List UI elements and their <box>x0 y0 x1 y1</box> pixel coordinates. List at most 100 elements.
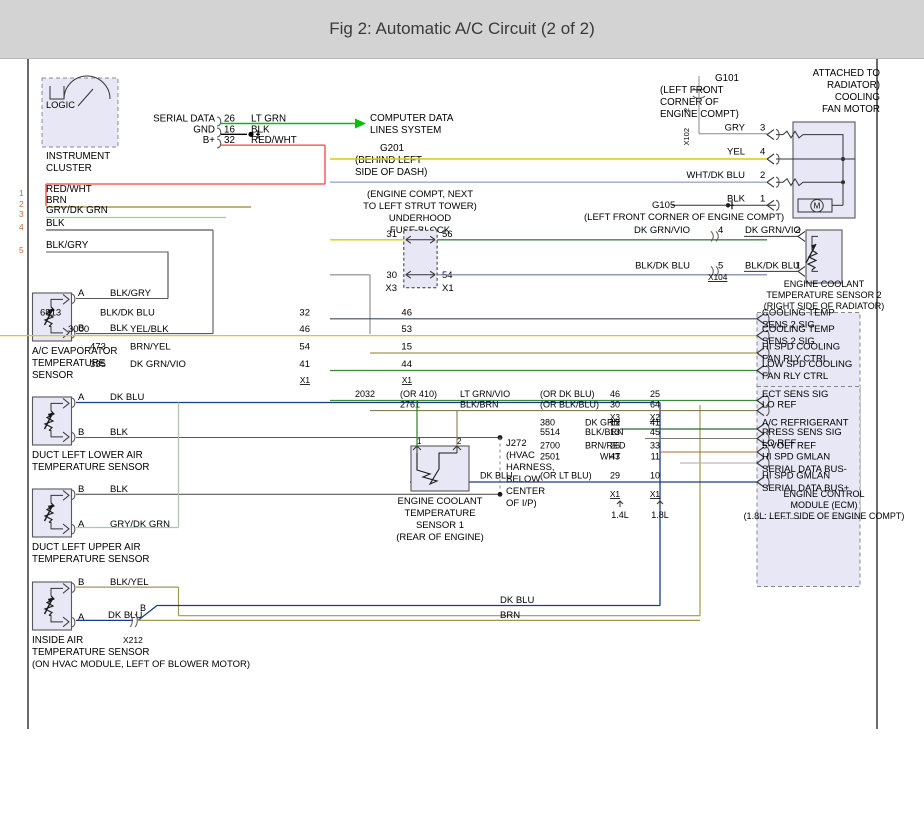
svg-text:(LEFT FRONT: (LEFT FRONT <box>660 85 724 96</box>
svg-text:A: A <box>78 519 85 530</box>
svg-text:TEMPERATURE SENSOR 2: TEMPERATURE SENSOR 2 <box>766 290 881 300</box>
svg-text:10: 10 <box>650 471 660 481</box>
svg-text:SIDE OF DASH): SIDE OF DASH) <box>355 167 427 178</box>
svg-text:BLK/BRN: BLK/BRN <box>460 400 499 410</box>
svg-text:DK GRN/VIO: DK GRN/VIO <box>745 225 801 236</box>
svg-text:45: 45 <box>650 427 660 437</box>
svg-text:(OR 410): (OR 410) <box>400 389 437 399</box>
svg-text:LOW SPD COOLING: LOW SPD COOLING <box>762 359 852 370</box>
svg-text:X102: X102 <box>682 128 691 146</box>
svg-text:2032: 2032 <box>355 389 375 399</box>
svg-text:31: 31 <box>386 229 397 240</box>
svg-text:INSTRUMENT: INSTRUMENT <box>46 151 110 162</box>
svg-text:OF I/P): OF I/P) <box>506 498 537 509</box>
svg-text:GRY/DK GRN: GRY/DK GRN <box>46 205 108 216</box>
svg-text:5: 5 <box>718 260 723 271</box>
svg-text:11: 11 <box>651 452 660 462</box>
svg-text:2: 2 <box>760 170 765 181</box>
svg-text:DK BLU: DK BLU <box>500 595 534 606</box>
svg-text:473: 473 <box>90 342 106 353</box>
svg-text:HI SPD GMLAN: HI SPD GMLAN <box>762 471 830 482</box>
svg-text:30: 30 <box>386 270 397 281</box>
svg-text:43: 43 <box>610 452 620 462</box>
svg-text:A: A <box>78 288 85 299</box>
svg-text:29: 29 <box>610 471 620 481</box>
svg-text:TEMPERATURE: TEMPERATURE <box>404 508 475 519</box>
svg-text:2501: 2501 <box>540 452 560 462</box>
svg-text:380: 380 <box>540 418 555 428</box>
svg-text:B+: B+ <box>203 135 216 146</box>
svg-text:(BEHIND LEFT: (BEHIND LEFT <box>355 155 422 166</box>
svg-text:(OR DK BLU): (OR DK BLU) <box>540 389 595 399</box>
svg-text:INSIDE AIR: INSIDE AIR <box>32 635 83 646</box>
svg-text:B: B <box>78 427 84 438</box>
svg-text:X1: X1 <box>300 375 311 385</box>
svg-text:BRN: BRN <box>500 610 520 621</box>
svg-text:X1: X1 <box>650 489 661 499</box>
svg-text:X1: X1 <box>442 283 454 294</box>
svg-text:GRY/DK GRN: GRY/DK GRN <box>110 519 170 530</box>
svg-text:BLK/YEL: BLK/YEL <box>110 577 149 588</box>
svg-text:335: 335 <box>90 359 106 370</box>
svg-text:G101: G101 <box>715 73 739 84</box>
svg-text:ENGINE COOLANT: ENGINE COOLANT <box>784 279 865 289</box>
svg-text:13: 13 <box>610 427 620 437</box>
svg-text:41: 41 <box>299 359 310 370</box>
svg-text:BLK: BLK <box>727 194 746 205</box>
svg-text:DK BLU: DK BLU <box>480 471 513 481</box>
svg-text:M: M <box>814 202 821 211</box>
svg-text:RED/WHT: RED/WHT <box>46 184 92 195</box>
svg-text:BLK: BLK <box>110 323 129 334</box>
svg-text:SENSOR: SENSOR <box>32 370 73 381</box>
svg-text:46: 46 <box>610 389 620 399</box>
svg-text:PRESS SENS SIG: PRESS SENS SIG <box>762 427 842 438</box>
svg-text:FAN MOTOR: FAN MOTOR <box>822 104 880 115</box>
svg-text:26: 26 <box>610 441 620 451</box>
svg-text:X3: X3 <box>385 283 397 294</box>
svg-text:B: B <box>140 603 146 613</box>
svg-text:LOGIC: LOGIC <box>46 100 75 110</box>
svg-text:2: 2 <box>457 437 462 446</box>
svg-text:YEL/BLK: YEL/BLK <box>130 324 169 335</box>
svg-text:BLK: BLK <box>251 124 270 135</box>
svg-text:4: 4 <box>19 222 24 232</box>
svg-text:BLK: BLK <box>110 484 129 495</box>
svg-text:25: 25 <box>650 389 660 399</box>
svg-text:DK GRN/VIO: DK GRN/VIO <box>130 359 186 370</box>
svg-text:2: 2 <box>19 199 24 209</box>
svg-text:A: A <box>78 392 85 403</box>
svg-text:RADIATOR): RADIATOR) <box>827 80 880 91</box>
svg-text:DK GRN/VIO: DK GRN/VIO <box>634 225 690 236</box>
svg-text:BLK/DK BLU: BLK/DK BLU <box>100 307 155 318</box>
svg-text:53: 53 <box>401 324 412 335</box>
svg-text:46: 46 <box>299 324 310 335</box>
svg-text:64: 64 <box>650 400 660 410</box>
svg-text:MODULE (ECM): MODULE (ECM) <box>791 500 858 510</box>
svg-text:TEMPERATURE SENSOR: TEMPERATURE SENSOR <box>32 554 149 565</box>
svg-text:3: 3 <box>19 209 24 219</box>
svg-text:(OR LT BLU): (OR LT BLU) <box>540 471 592 481</box>
svg-text:1: 1 <box>417 437 422 446</box>
svg-text:LINES SYSTEM: LINES SYSTEM <box>370 125 441 136</box>
svg-text:56: 56 <box>442 229 453 240</box>
svg-text:BLK/GRY: BLK/GRY <box>46 240 89 251</box>
svg-text:COOLING: COOLING <box>835 92 880 103</box>
svg-text:TEMPERATURE SENSOR: TEMPERATURE SENSOR <box>32 647 149 658</box>
svg-text:ENGINE CONTROL: ENGINE CONTROL <box>783 489 864 499</box>
svg-text:BLK/DK BLU: BLK/DK BLU <box>635 260 690 271</box>
svg-text:COOLING TEMP: COOLING TEMP <box>762 324 835 335</box>
svg-text:(LEFT FRONT CORNER OF ENGINE C: (LEFT FRONT CORNER OF ENGINE COMPT) <box>584 212 784 223</box>
svg-text:BRN/YEL: BRN/YEL <box>130 342 171 353</box>
svg-text:5: 5 <box>19 245 24 255</box>
svg-text:DUCT LEFT UPPER AIR: DUCT LEFT UPPER AIR <box>32 542 141 553</box>
svg-text:(REAR OF ENGINE): (REAR OF ENGINE) <box>396 532 484 543</box>
svg-text:(OR BLK/BLU): (OR BLK/BLU) <box>540 400 599 410</box>
svg-text:1: 1 <box>19 188 24 198</box>
svg-text:LO REF: LO REF <box>762 400 797 411</box>
svg-text:BLK: BLK <box>46 218 65 229</box>
svg-text:15: 15 <box>401 342 412 353</box>
svg-text:12: 12 <box>610 418 620 428</box>
svg-text:GND: GND <box>193 124 215 135</box>
svg-text:B: B <box>78 484 84 495</box>
svg-text:DUCT LEFT LOWER AIR: DUCT LEFT LOWER AIR <box>32 450 143 461</box>
